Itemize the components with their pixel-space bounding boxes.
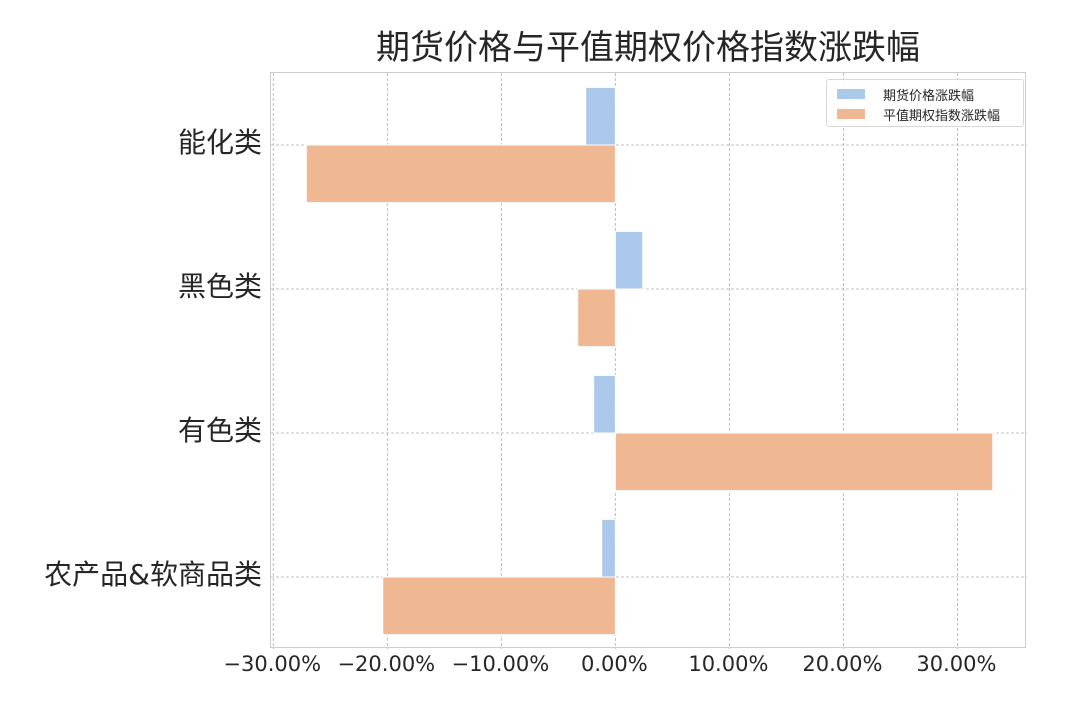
y-tick-label: 农产品&软商品类 [44, 558, 262, 591]
x-tick-label: −10.00% [451, 652, 550, 676]
bars-canvas [271, 73, 1027, 649]
legend-item-futures: 期货价格涨跌幅 [837, 85, 975, 104]
legend-swatch-blue [837, 89, 865, 99]
y-tick-label: 有色类 [177, 414, 262, 447]
x-tick-label: 0.00% [581, 652, 648, 676]
x-tick-label: −30.00% [223, 652, 322, 676]
legend-swatch-orange [837, 109, 865, 119]
bar-futures [614, 230, 644, 290]
x-tick-label: −20.00% [337, 652, 436, 676]
x-tick-label: 10.00% [688, 652, 769, 676]
bar-futures [585, 86, 616, 146]
legend-item-options: 平值期权指数涨跌幅 [837, 105, 1001, 124]
bar-options [382, 576, 616, 636]
bar-futures [601, 518, 616, 578]
bar-options [614, 432, 994, 492]
y-tick-label: 黑色类 [177, 270, 262, 303]
bar-options [577, 288, 616, 348]
x-tick-label: 30.00% [916, 652, 997, 676]
legend-label: 期货价格涨跌幅 [883, 88, 975, 104]
bar-futures [593, 374, 616, 434]
plot-area [270, 72, 1027, 649]
bar-options [305, 144, 616, 204]
chart-title: 期货价格与平值期权价格指数涨跌幅 [376, 28, 920, 68]
y-tick-label: 能化类 [177, 126, 262, 159]
legend: 期货价格涨跌幅 平值期权指数涨跌幅 [826, 79, 1024, 127]
legend-label: 平值期权指数涨跌幅 [883, 108, 1001, 124]
x-tick-label: 20.00% [802, 652, 883, 676]
